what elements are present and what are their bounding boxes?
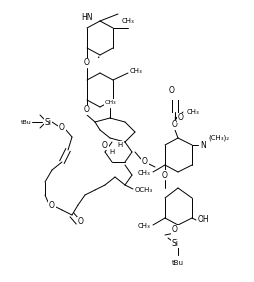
Text: •: • <box>96 54 99 60</box>
Text: O: O <box>162 171 167 180</box>
Text: CH₃: CH₃ <box>137 223 149 229</box>
Text: HN: HN <box>81 12 92 21</box>
Text: O: O <box>84 105 90 114</box>
Text: CH₃: CH₃ <box>121 18 134 24</box>
Text: tBu: tBu <box>171 260 183 266</box>
Text: H: H <box>117 142 122 148</box>
Text: CH₃: CH₃ <box>104 100 115 105</box>
Text: CH₃: CH₃ <box>130 68 142 74</box>
Text: O: O <box>177 113 183 122</box>
Text: tBu: tBu <box>21 120 32 124</box>
Text: O: O <box>168 86 174 95</box>
Text: (CH₃)₂: (CH₃)₂ <box>207 135 228 141</box>
Text: CH₃: CH₃ <box>137 170 149 176</box>
Text: Si: Si <box>44 118 51 127</box>
Text: OH: OH <box>197 215 209 224</box>
Text: O: O <box>171 120 177 129</box>
Text: CH₃: CH₃ <box>186 109 199 115</box>
Text: Si: Si <box>171 239 178 248</box>
Text: O: O <box>171 226 177 235</box>
Text: O: O <box>141 158 147 166</box>
Text: O: O <box>84 58 90 67</box>
Text: H: H <box>109 149 114 155</box>
Text: N: N <box>199 140 205 149</box>
Text: O: O <box>78 217 84 226</box>
Text: OCH₃: OCH₃ <box>134 187 152 193</box>
Text: O: O <box>102 140 107 149</box>
Text: O: O <box>59 124 65 133</box>
Text: O: O <box>49 201 55 210</box>
